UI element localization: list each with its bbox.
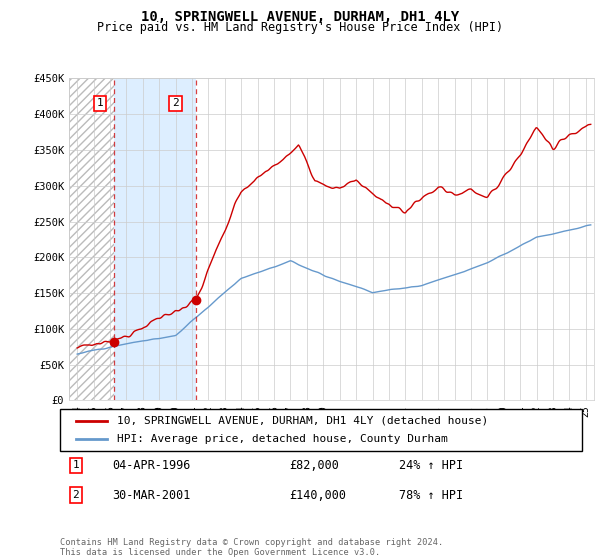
Text: 30-MAR-2001: 30-MAR-2001	[112, 488, 191, 502]
Text: 78% ↑ HPI: 78% ↑ HPI	[400, 488, 463, 502]
Text: 04-APR-1996: 04-APR-1996	[112, 459, 191, 472]
Bar	[114, 78, 196, 400]
Text: 24% ↑ HPI: 24% ↑ HPI	[400, 459, 463, 472]
Text: 10, SPRINGWELL AVENUE, DURHAM, DH1 4LY (detached house): 10, SPRINGWELL AVENUE, DURHAM, DH1 4LY (…	[118, 416, 488, 426]
Text: 2: 2	[172, 99, 179, 109]
Text: Price paid vs. HM Land Registry's House Price Index (HPI): Price paid vs. HM Land Registry's House …	[97, 21, 503, 34]
Text: HPI: Average price, detached house, County Durham: HPI: Average price, detached house, Coun…	[118, 434, 448, 444]
FancyBboxPatch shape	[60, 409, 582, 451]
Text: Contains HM Land Registry data © Crown copyright and database right 2024.
This d: Contains HM Land Registry data © Crown c…	[60, 538, 443, 557]
Text: 2: 2	[72, 490, 79, 500]
Text: 1: 1	[97, 99, 104, 109]
Text: 1: 1	[72, 460, 79, 470]
Text: £82,000: £82,000	[290, 459, 340, 472]
Text: £140,000: £140,000	[290, 488, 347, 502]
Text: 10, SPRINGWELL AVENUE, DURHAM, DH1 4LY: 10, SPRINGWELL AVENUE, DURHAM, DH1 4LY	[141, 10, 459, 24]
Bar	[69, 78, 114, 400]
